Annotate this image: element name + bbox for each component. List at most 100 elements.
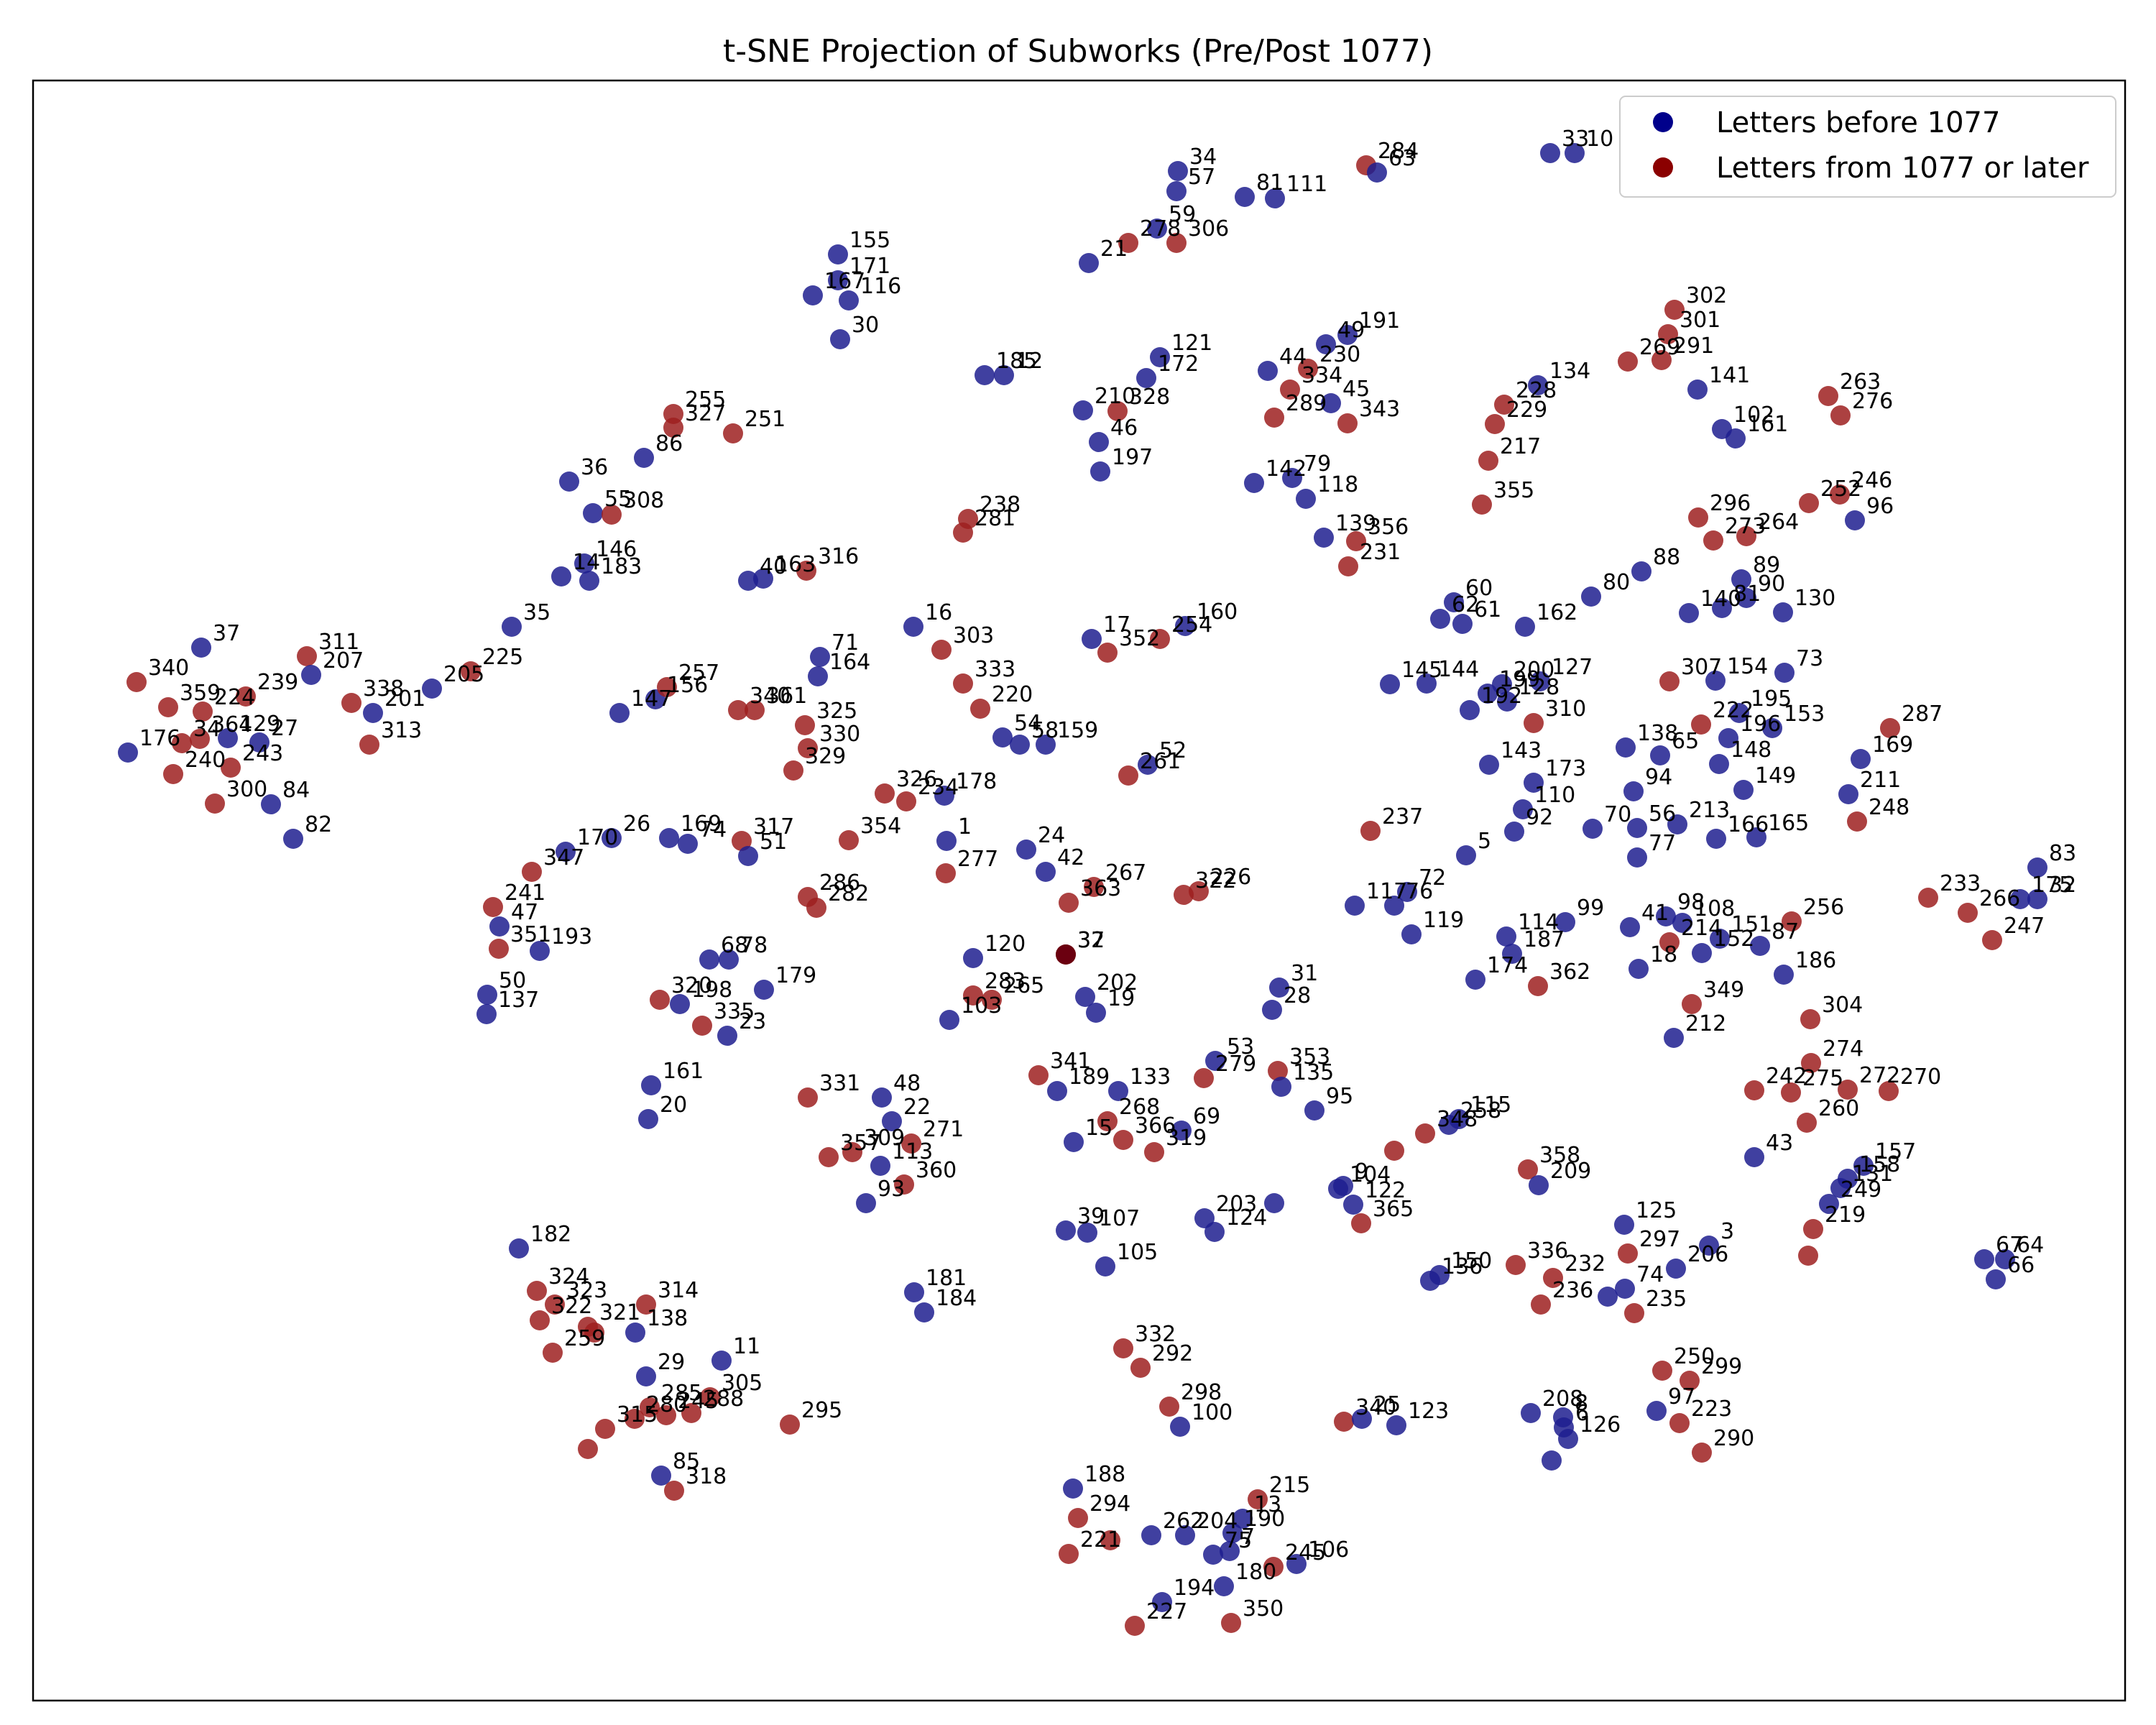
data-point — [1107, 401, 1128, 421]
data-point — [1068, 1508, 1088, 1528]
data-point — [1529, 1175, 1549, 1195]
data-point — [1618, 351, 1638, 372]
point-label: 198 — [691, 978, 732, 1003]
data-point — [1616, 737, 1636, 758]
data-point — [1472, 494, 1492, 515]
point-label: 350 — [1243, 1596, 1284, 1622]
data-point — [1667, 814, 1687, 834]
point-label: 50 — [499, 968, 526, 993]
point-label: 329 — [805, 744, 846, 769]
point-label: 269 — [1639, 335, 1680, 360]
data-point — [1089, 432, 1109, 452]
point-label: 95 — [1326, 1084, 1353, 1109]
point-label: 282 — [828, 881, 869, 906]
point-label: 104 — [1350, 1162, 1391, 1187]
data-point — [1803, 1219, 1823, 1239]
data-point — [574, 553, 594, 574]
data-point — [1166, 181, 1187, 201]
point-label: 211 — [1860, 768, 1901, 793]
data-point — [1703, 530, 1723, 551]
point-label: 172 — [1158, 351, 1199, 377]
data-point — [1565, 143, 1585, 163]
data-point — [719, 949, 739, 970]
data-point — [982, 990, 1002, 1010]
point-label: 48 — [893, 1071, 921, 1096]
data-point — [1540, 143, 1560, 163]
point-label: 147 — [631, 686, 672, 712]
data-points — [118, 143, 2047, 1636]
data-point — [1627, 818, 1647, 838]
data-point — [798, 1087, 818, 1108]
point-label: 209 — [1550, 1159, 1591, 1184]
data-point — [1502, 944, 1522, 964]
data-point — [1138, 755, 1158, 775]
data-point — [1333, 1176, 1353, 1196]
data-point — [476, 1004, 497, 1024]
point-label: 88 — [1653, 545, 1680, 570]
data-point — [1175, 1525, 1195, 1545]
point-label: 234 — [918, 775, 959, 800]
data-point — [1280, 380, 1300, 400]
data-point — [656, 1405, 676, 1425]
point-label: 90 — [1758, 571, 1785, 597]
point-label: 328 — [1129, 385, 1170, 410]
data-point — [1286, 1554, 1307, 1574]
point-label: 92 — [1526, 805, 1553, 830]
data-point — [1746, 827, 1766, 847]
point-label: 28 — [1284, 983, 1311, 1008]
data-point — [1384, 896, 1404, 916]
point-label: 245 — [678, 1389, 719, 1414]
data-point — [205, 794, 225, 814]
point-label: 356 — [1368, 515, 1409, 540]
point-label: 263 — [1840, 369, 1881, 395]
data-point — [1699, 1236, 1719, 1256]
data-point — [732, 831, 752, 851]
data-point — [236, 686, 256, 707]
data-point — [1736, 588, 1756, 608]
point-label: 295 — [801, 1398, 842, 1423]
data-point — [545, 1294, 565, 1315]
point-label: 205 — [443, 662, 484, 687]
point-label: 298 — [1181, 1380, 1222, 1405]
point-label: 43 — [1766, 1131, 1793, 1156]
data-point — [283, 829, 303, 849]
data-point — [1542, 1450, 1562, 1471]
data-point — [1628, 959, 1649, 979]
data-point — [1141, 1525, 1161, 1545]
data-point — [903, 617, 923, 637]
data-point — [625, 1322, 645, 1343]
point-label: 292 — [1152, 1341, 1193, 1366]
data-point — [483, 897, 503, 917]
data-point — [1125, 1616, 1145, 1636]
data-point — [1258, 361, 1278, 381]
data-point — [904, 1282, 924, 1302]
data-point — [994, 365, 1014, 385]
point-label: 357 — [840, 1131, 881, 1156]
data-point — [522, 862, 542, 882]
point-label: 160 — [1197, 599, 1238, 625]
point-label: 247 — [2004, 914, 2045, 939]
data-point — [1449, 1109, 1469, 1129]
point-label: 9 — [1355, 1159, 1368, 1184]
point-label: 261 — [1140, 749, 1181, 774]
point-label: 324 — [548, 1264, 589, 1289]
point-label: 32 — [2049, 873, 2076, 898]
point-label: 63 — [1388, 146, 1416, 171]
point-label: 34 — [193, 717, 221, 742]
point-label: 6 — [1575, 1401, 1589, 1426]
data-point — [1337, 413, 1358, 433]
point-label: 241 — [505, 880, 545, 906]
data-point — [1097, 643, 1118, 663]
data-point — [1220, 1541, 1240, 1561]
point-label: 26 — [623, 811, 650, 837]
point-label: 233 — [1940, 871, 1981, 896]
point-label: 157 — [1875, 1139, 1916, 1164]
point-label: 150 — [1451, 1248, 1492, 1274]
point-label: 55 — [604, 487, 632, 512]
data-point — [1995, 1249, 2015, 1269]
data-point — [1265, 188, 1285, 208]
point-label: 86 — [655, 431, 683, 456]
data-point — [1016, 840, 1036, 860]
point-label: 238 — [980, 492, 1021, 518]
point-label: 228 — [1516, 378, 1557, 403]
